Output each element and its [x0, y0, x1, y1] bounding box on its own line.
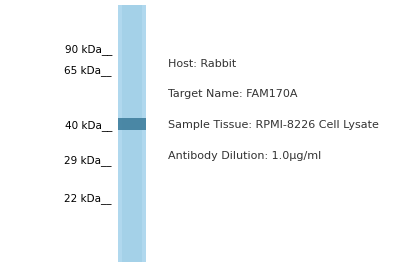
- Text: 65 kDa__: 65 kDa__: [64, 65, 112, 76]
- Bar: [118, 5, 146, 262]
- Text: Sample Tissue: RPMI-8226 Cell Lysate: Sample Tissue: RPMI-8226 Cell Lysate: [168, 120, 379, 130]
- Text: 40 kDa__: 40 kDa__: [65, 120, 112, 131]
- Text: 29 kDa__: 29 kDa__: [64, 155, 112, 166]
- Text: Antibody Dilution: 1.0µg/ml: Antibody Dilution: 1.0µg/ml: [168, 151, 321, 161]
- Text: 90 kDa__: 90 kDa__: [65, 44, 112, 55]
- Text: 22 kDa__: 22 kDa__: [64, 194, 112, 204]
- Bar: [118, 118, 146, 130]
- Text: Host: Rabbit: Host: Rabbit: [168, 59, 236, 69]
- Text: Target Name: FAM170A: Target Name: FAM170A: [168, 89, 298, 99]
- Bar: [122, 5, 142, 262]
